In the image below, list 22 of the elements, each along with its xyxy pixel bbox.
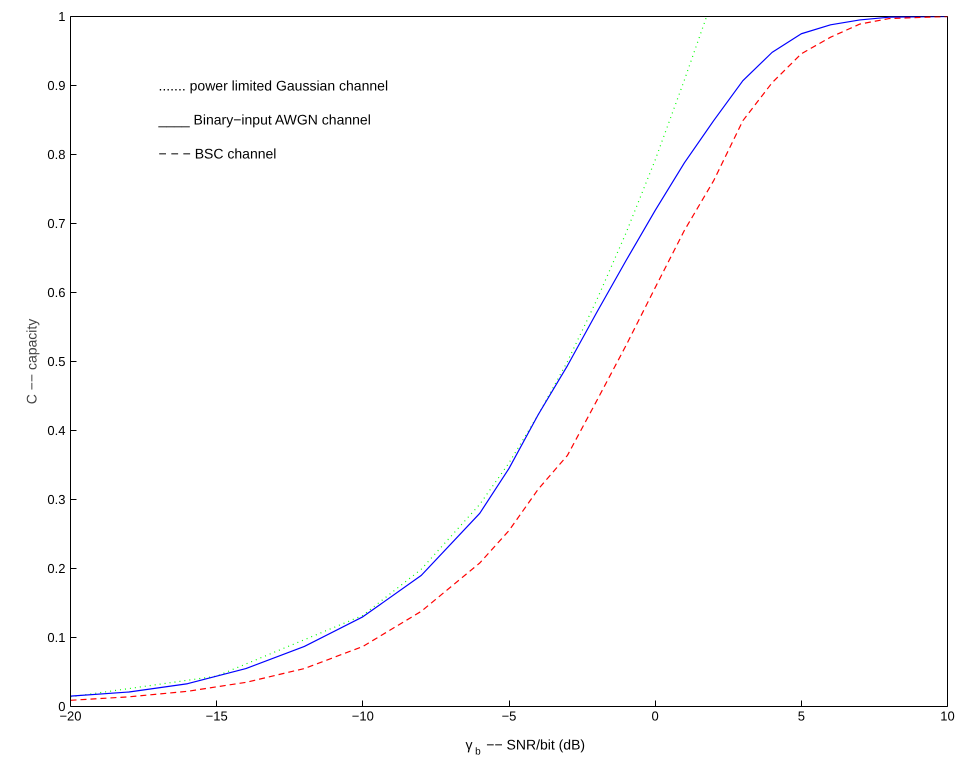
y-tick-label: 0.3 bbox=[47, 492, 66, 507]
y-axis-title: C −− capacity bbox=[23, 318, 40, 404]
y-tick-label: 0.1 bbox=[47, 630, 66, 645]
x-tick-label: −10 bbox=[352, 708, 374, 724]
y-tick-label: 0.2 bbox=[47, 561, 66, 576]
y-tick-label: 0.4 bbox=[47, 423, 66, 438]
y-tick-label: 0 bbox=[58, 699, 66, 714]
y-tick-label: 0.6 bbox=[47, 285, 66, 300]
x-tick-label: −15 bbox=[206, 708, 228, 724]
y-tick-label: 0.9 bbox=[47, 78, 66, 93]
y-tick-label: 0.7 bbox=[47, 216, 66, 231]
x-tick-label: 10 bbox=[940, 708, 955, 724]
y-tick-label: 0.8 bbox=[47, 147, 66, 162]
x-tick-label: 5 bbox=[798, 708, 805, 724]
x-tick-label: −5 bbox=[502, 708, 516, 724]
line-series bbox=[70, 16, 708, 698]
annotation: ....... power limited Gaussian channel bbox=[158, 78, 388, 94]
y-tick-label: 0.5 bbox=[47, 354, 66, 369]
x-tick-label: 0 bbox=[652, 708, 659, 724]
y-tick-label: 1 bbox=[58, 9, 66, 24]
annotation: − − − BSC channel bbox=[158, 146, 276, 162]
annotation: ____ Binary−input AWGN channel bbox=[158, 112, 371, 128]
